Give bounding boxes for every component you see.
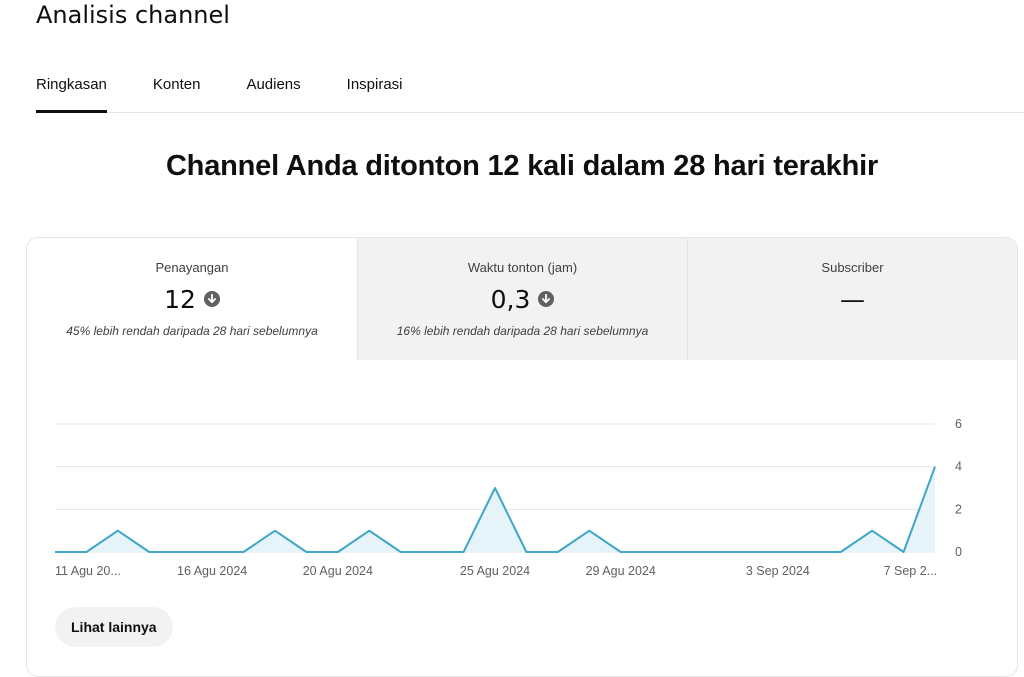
data-point — [650, 550, 654, 554]
data-point — [839, 550, 843, 554]
tab-bar: Ringkasan Konten Audiens Inspirasi — [36, 58, 1024, 113]
metric-value: 12 — [164, 284, 196, 314]
data-point — [933, 465, 937, 469]
data-point — [807, 550, 811, 554]
series-area — [55, 466, 935, 552]
metric-value: 0,3 — [490, 284, 531, 314]
overview-card: Penayangan 12 45% lebih rendah daripada … — [26, 237, 1018, 677]
metric-value-row: 12 — [27, 282, 357, 316]
summary-headline: Channel Anda ditonton 12 kali dalam 28 h… — [165, 150, 879, 182]
arrow-down-circle-icon — [203, 291, 220, 307]
x-tick-label: 7 Sep 2... — [884, 564, 938, 578]
x-tick-label: 20 Agu 2024 — [303, 564, 373, 578]
data-point — [399, 550, 403, 554]
metric-tab-watch-time[interactable]: Waktu tonton (jam) 0,3 16% lebih rendah … — [357, 238, 687, 360]
data-point — [273, 529, 277, 533]
metric-value: — — [840, 284, 865, 314]
data-point — [304, 550, 308, 554]
metric-value-row: — — [688, 282, 1017, 316]
x-tick-label: 3 Sep 2024 — [746, 564, 810, 578]
page-title: Analisis channel — [36, 1, 230, 29]
data-point — [116, 529, 120, 533]
metric-value-row: 0,3 — [358, 282, 687, 316]
y-tick-label: 4 — [955, 460, 962, 474]
x-tick-label: 11 Agu 20... — [55, 564, 121, 578]
series-line — [55, 466, 936, 553]
metric-label: Penayangan — [155, 260, 229, 275]
data-point — [744, 550, 748, 554]
tab-audiens[interactable]: Audiens — [246, 76, 301, 93]
data-point — [367, 529, 371, 533]
metric-tabs: Penayangan 12 45% lebih rendah daripada … — [27, 238, 1017, 360]
x-tick-label: 25 Agu 2024 — [460, 564, 530, 578]
data-point — [493, 486, 497, 490]
data-point — [713, 550, 717, 554]
metric-label: Subscriber — [821, 260, 884, 275]
metric-tab-views[interactable]: Penayangan 12 45% lebih rendah daripada … — [27, 238, 357, 360]
data-point — [430, 550, 434, 554]
arrow-down-circle-icon — [538, 291, 555, 307]
x-tick-label: 29 Agu 2024 — [586, 564, 656, 578]
data-point — [524, 550, 528, 554]
data-point — [462, 550, 466, 554]
data-point — [619, 550, 623, 554]
data-point — [242, 550, 246, 554]
y-tick-label: 0 — [955, 545, 962, 559]
data-point — [870, 529, 874, 533]
y-tick-label: 6 — [955, 417, 962, 431]
y-tick-label: 2 — [955, 502, 962, 516]
see-more-button[interactable]: Lihat lainnya — [55, 607, 173, 647]
metric-change-text: 16% lebih rendah daripada 28 hari sebelu… — [396, 324, 649, 338]
data-point — [210, 550, 214, 554]
data-point — [336, 550, 340, 554]
tab-konten[interactable]: Konten — [152, 76, 201, 93]
data-point — [682, 550, 686, 554]
metric-label: Waktu tonton (jam) — [467, 260, 578, 275]
data-point — [587, 529, 591, 533]
data-point — [179, 550, 183, 554]
data-point — [776, 550, 780, 554]
metric-change-text: 45% lebih rendah daripada 28 hari sebelu… — [66, 324, 318, 338]
x-tick-label: 16 Agu 2024 — [177, 564, 247, 578]
data-point — [84, 550, 88, 554]
data-point — [902, 550, 906, 554]
views-line-chart[interactable]: 0 2 4 6 11 Agu 20... 16 Agu 2024 20 Agu 2024 25… — [27, 360, 1017, 596]
tab-inspirasi[interactable]: Inspirasi — [346, 76, 403, 93]
data-point — [556, 550, 560, 554]
data-point — [53, 550, 57, 554]
metric-tab-subscribers[interactable]: Subscriber — — [687, 238, 1017, 360]
data-point — [147, 550, 151, 554]
tab-ringkasan[interactable]: Ringkasan — [36, 58, 107, 113]
